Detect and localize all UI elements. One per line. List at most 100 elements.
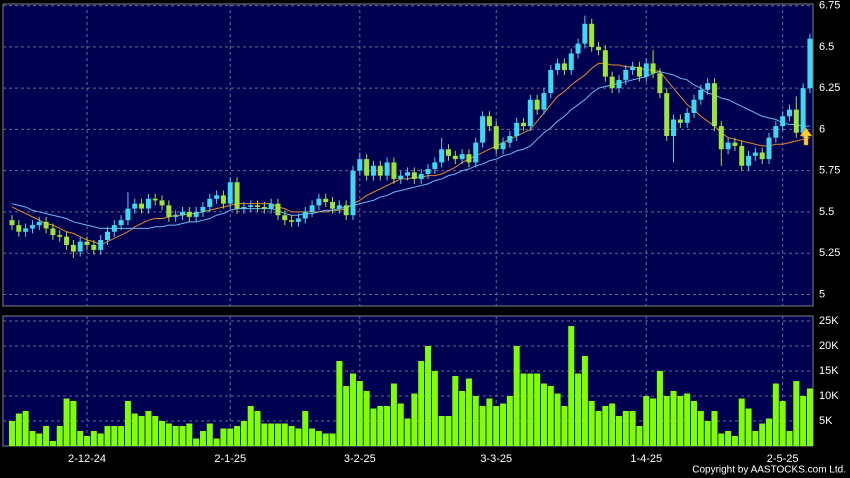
candle-body bbox=[125, 208, 131, 221]
volume-bar bbox=[581, 356, 588, 446]
volume-bar bbox=[124, 401, 131, 446]
volume-bar bbox=[547, 386, 554, 446]
moving-average-line bbox=[11, 62, 811, 246]
volume-bar bbox=[350, 373, 356, 446]
volume-bar bbox=[704, 421, 711, 446]
candle-body bbox=[568, 53, 574, 71]
volume-bar bbox=[172, 426, 179, 446]
candle-body bbox=[473, 142, 479, 163]
candle-body bbox=[636, 66, 642, 77]
volume-bar bbox=[309, 428, 316, 446]
volume-bar bbox=[431, 371, 438, 446]
volume-bar bbox=[370, 408, 377, 446]
candle-body bbox=[807, 38, 813, 89]
y-tick-label: 5K bbox=[819, 415, 833, 427]
candle-body bbox=[261, 206, 267, 209]
candle-body bbox=[486, 116, 492, 127]
candle-body bbox=[336, 205, 342, 209]
y-tick-label: 5.25 bbox=[819, 247, 840, 259]
volume-bar bbox=[513, 346, 520, 446]
candle-body bbox=[159, 200, 165, 206]
volume-bar bbox=[97, 433, 104, 446]
volume-bar bbox=[725, 431, 732, 446]
volume-bar bbox=[800, 396, 807, 446]
candle-body bbox=[561, 63, 567, 71]
candle-body bbox=[248, 205, 254, 207]
volume-bar bbox=[111, 426, 118, 446]
x-tick-label: 2-1-25 bbox=[214, 453, 246, 465]
y-tick-label: 25K bbox=[819, 315, 839, 327]
volume-bar bbox=[165, 423, 172, 446]
volume-bar bbox=[15, 413, 22, 446]
y-tick-label: 5 bbox=[819, 288, 825, 300]
x-tick-label: 2-12-24 bbox=[68, 453, 106, 465]
volume-bar bbox=[70, 401, 77, 446]
volume-bar bbox=[49, 441, 56, 446]
candle-body bbox=[739, 145, 745, 166]
candle-body bbox=[118, 220, 124, 226]
volume-bar bbox=[806, 388, 813, 446]
volume-bar bbox=[622, 411, 629, 446]
candle-body bbox=[459, 154, 465, 160]
volume-bar bbox=[588, 401, 595, 446]
volume-bar bbox=[138, 416, 145, 446]
candle-body bbox=[255, 205, 261, 207]
candle-body bbox=[330, 202, 336, 209]
candle-body bbox=[16, 225, 22, 232]
candle-body bbox=[166, 205, 172, 217]
volume-bar bbox=[397, 403, 404, 446]
candle-body bbox=[732, 142, 738, 146]
candle-body bbox=[725, 142, 731, 150]
volume-bar bbox=[575, 373, 582, 446]
volume-bar bbox=[561, 406, 568, 446]
volume-bar bbox=[152, 416, 159, 446]
volume-bar bbox=[465, 378, 472, 446]
volume-bar bbox=[404, 418, 411, 446]
volume-bar bbox=[268, 423, 275, 446]
moving-average-line bbox=[11, 71, 810, 229]
volume-bar bbox=[554, 393, 561, 446]
volume-bar bbox=[568, 326, 575, 446]
candle-body bbox=[377, 165, 383, 176]
candle-body bbox=[555, 63, 561, 71]
volume-bar bbox=[472, 396, 479, 446]
volume-bar bbox=[254, 411, 261, 446]
volume-bar bbox=[77, 431, 84, 446]
candle-body bbox=[180, 211, 185, 216]
volume-bar bbox=[718, 433, 725, 446]
candle-body bbox=[9, 220, 15, 226]
volume-bar bbox=[84, 436, 91, 446]
x-tick-label: 2-5-25 bbox=[767, 453, 799, 465]
candle-body bbox=[582, 23, 588, 44]
volume-bar bbox=[650, 398, 657, 446]
candle-body bbox=[677, 119, 683, 123]
volume-bar bbox=[179, 426, 186, 446]
price-panel bbox=[2, 3, 814, 307]
volume-bar bbox=[445, 416, 452, 446]
volume-bar bbox=[63, 398, 70, 446]
volume-bar bbox=[527, 373, 534, 446]
volume-bar bbox=[29, 431, 36, 446]
volume-bar bbox=[636, 426, 643, 446]
candle-body bbox=[43, 221, 49, 229]
candle-body bbox=[370, 165, 376, 176]
candle-body bbox=[534, 99, 540, 110]
volume-bar bbox=[411, 393, 418, 446]
candle-body bbox=[705, 83, 711, 90]
candle-body bbox=[664, 93, 670, 137]
volume-bar bbox=[390, 383, 397, 446]
volume-bar bbox=[234, 426, 241, 446]
candle-body bbox=[241, 206, 247, 209]
volume-bar bbox=[643, 396, 650, 446]
volume-bar bbox=[595, 411, 602, 446]
candle-body bbox=[29, 225, 35, 229]
volume-bar bbox=[506, 396, 513, 446]
volume-bar bbox=[186, 423, 193, 446]
volume-bar bbox=[738, 398, 745, 446]
y-tick-label: 20K bbox=[819, 340, 839, 352]
candle-body bbox=[466, 154, 472, 163]
candle-body bbox=[357, 159, 363, 171]
volume-bar bbox=[731, 436, 738, 446]
candle-body bbox=[50, 228, 56, 236]
candle-body bbox=[589, 23, 595, 47]
